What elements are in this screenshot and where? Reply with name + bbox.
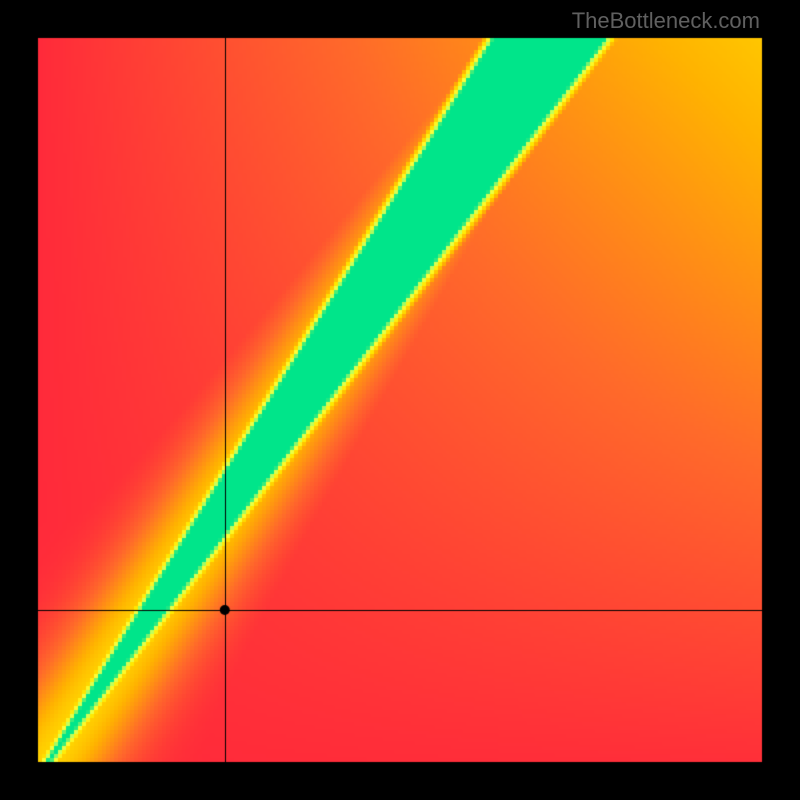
watermark-text: TheBottleneck.com xyxy=(572,8,760,34)
chart-container: { "watermark": "TheBottleneck.com", "cha… xyxy=(0,0,800,800)
bottleneck-heatmap xyxy=(0,0,800,800)
